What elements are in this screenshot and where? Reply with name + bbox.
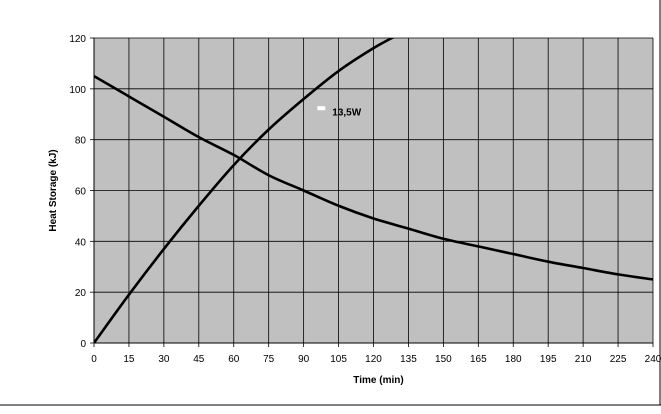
x-tick-label: 105 bbox=[330, 354, 347, 365]
x-axis-title: Time (min) bbox=[353, 375, 403, 386]
x-tick-label: 135 bbox=[400, 354, 417, 365]
annotation-label: 13,5W bbox=[332, 107, 361, 118]
x-tick-label: 60 bbox=[228, 354, 240, 365]
y-tick-label: 80 bbox=[75, 136, 87, 147]
x-tick-label: 195 bbox=[540, 354, 557, 365]
axes bbox=[90, 37, 654, 347]
y-tick-label: 40 bbox=[75, 237, 87, 248]
series-line-1 bbox=[94, 38, 395, 343]
y-tick-label: 60 bbox=[75, 187, 87, 198]
x-tick-label: 75 bbox=[263, 354, 275, 365]
y-tick-label: 20 bbox=[75, 288, 87, 299]
annotations: 13,5W bbox=[317, 106, 362, 118]
x-tick-label: 165 bbox=[470, 354, 487, 365]
annotation-leader-mark bbox=[317, 106, 326, 111]
x-tick-label: 15 bbox=[123, 354, 135, 365]
x-tick-label: 120 bbox=[365, 354, 382, 365]
tick-labels: 0 15 30 45 60 75 90 105 120 135 150 165 180 195 210 225… bbox=[69, 34, 661, 365]
x-tick-label: 45 bbox=[193, 354, 205, 365]
series-layer bbox=[94, 38, 653, 343]
x-tick-label: 150 bbox=[435, 354, 452, 365]
y-axis-title: Heat Storage (kJ) bbox=[48, 149, 59, 231]
x-tick-label: 180 bbox=[505, 354, 522, 365]
x-tick-label: 30 bbox=[158, 354, 170, 365]
y-tick-label: 100 bbox=[69, 85, 86, 96]
x-tick-label: 225 bbox=[610, 354, 627, 365]
y-tick-label: 0 bbox=[80, 339, 86, 350]
x-tick-label: 90 bbox=[298, 354, 310, 365]
x-tick-label: 0 bbox=[91, 354, 97, 365]
x-tick-label: 210 bbox=[575, 354, 592, 365]
series-line-2 bbox=[94, 75, 653, 281]
y-tick-label: 120 bbox=[69, 34, 86, 45]
x-tick-label: 240 bbox=[645, 354, 661, 365]
